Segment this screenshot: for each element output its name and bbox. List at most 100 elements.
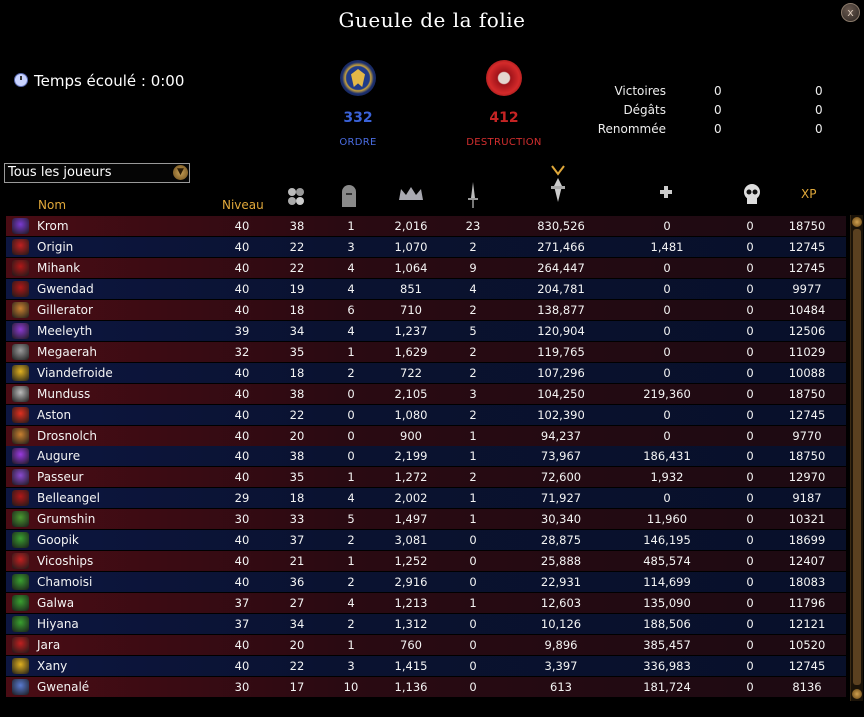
kills-cell: 35 bbox=[289, 344, 305, 359]
healing-cell: 0 bbox=[663, 281, 671, 296]
table-row[interactable]: Vicoships 40 21 1 1,252 0 25,888 485,574 0 12407 bbox=[6, 551, 846, 572]
healing-cell: 0 bbox=[663, 344, 671, 359]
level-cell: 29 bbox=[234, 491, 250, 506]
table-row[interactable]: Aston 40 22 0 1,080 2 102,390 0 0 12745 bbox=[6, 404, 846, 425]
healing-cell: 1,481 bbox=[650, 239, 684, 254]
close-button[interactable]: x bbox=[841, 3, 860, 22]
renown-cell: 1,213 bbox=[394, 596, 428, 611]
deaths-cell: 0 bbox=[347, 386, 355, 401]
table-row[interactable]: Munduss 40 38 0 2,105 3 104,250 219,360 0 18750 bbox=[6, 383, 846, 404]
player-filter-dropdown[interactable]: Tous les joueurs ▼ bbox=[4, 163, 190, 183]
skull-cell: 0 bbox=[746, 470, 754, 485]
skull-cell: 0 bbox=[746, 260, 754, 275]
xp-cell: 9977 bbox=[792, 281, 822, 296]
scrollbar[interactable] bbox=[850, 215, 863, 701]
damage-icon[interactable] bbox=[549, 164, 567, 210]
table-row[interactable]: Goopik 40 37 2 3,081 0 28,875 146,195 0 18699 bbox=[6, 530, 846, 551]
table-row[interactable]: Gwendad 40 19 4 851 4 204,781 0 0 9977 bbox=[6, 278, 846, 299]
table-row[interactable]: Chamoisi 40 36 2 2,916 0 22,931 114,699 0 18083 bbox=[6, 572, 846, 593]
table-row[interactable]: Drosnolch 40 20 0 900 1 94,237 0 0 9770 bbox=[6, 425, 846, 446]
dagger-icon[interactable] bbox=[467, 182, 479, 214]
damage-cell: 28,875 bbox=[540, 533, 582, 548]
renown-cell: 2,199 bbox=[394, 449, 428, 464]
table-row[interactable]: Belleangel 29 18 4 2,002 1 71,927 0 0 9187 bbox=[6, 488, 846, 509]
column-xp[interactable]: XP bbox=[801, 187, 817, 201]
level-cell: 40 bbox=[234, 239, 250, 254]
healing-icon[interactable] bbox=[660, 183, 672, 202]
table-row[interactable]: Galwa 37 27 4 1,213 1 12,603 135,090 0 11796 bbox=[6, 593, 846, 614]
skull-cell: 0 bbox=[746, 575, 754, 590]
table-row[interactable]: Jara 40 20 1 760 0 9,896 385,457 0 10520 bbox=[6, 635, 846, 655]
renown-cell: 1,312 bbox=[394, 617, 428, 632]
level-cell: 39 bbox=[234, 323, 250, 338]
table-row[interactable]: Gillerator 40 18 6 710 2 138,877 0 0 10484 bbox=[6, 299, 846, 320]
kills-cell: 38 bbox=[289, 449, 305, 464]
column-name[interactable]: Nom bbox=[38, 198, 67, 212]
level-cell: 30 bbox=[234, 679, 250, 694]
level-cell: 40 bbox=[234, 658, 250, 673]
order-label: ORDRE bbox=[339, 137, 377, 148]
renown-cell: 1,237 bbox=[394, 323, 428, 338]
renown-cell: 1,136 bbox=[394, 679, 428, 694]
scroll-up-icon[interactable] bbox=[852, 217, 862, 227]
stats-label: Victoires bbox=[614, 84, 666, 98]
stats-order-value: 0 bbox=[714, 103, 722, 117]
skull-cell: 0 bbox=[746, 386, 754, 401]
damage-cell: 12,603 bbox=[540, 596, 582, 611]
healing-cell: 219,360 bbox=[643, 386, 691, 401]
deaths-cell: 10 bbox=[343, 679, 359, 694]
damage-cell: 94,237 bbox=[540, 428, 582, 443]
deaths-cell: 4 bbox=[347, 281, 355, 296]
healing-cell: 181,724 bbox=[643, 679, 691, 694]
table-row[interactable]: Mihank 40 22 4 1,064 9 264,447 0 0 12745 bbox=[6, 257, 846, 278]
skull-cell: 0 bbox=[746, 281, 754, 296]
career-icon bbox=[12, 532, 29, 549]
healing-cell: 114,699 bbox=[643, 575, 691, 590]
deaths-cell: 0 bbox=[347, 449, 355, 464]
dagger-cell: 1 bbox=[469, 428, 477, 443]
table-row[interactable]: Hiyana 37 34 2 1,312 0 10,126 188,506 0 12121 bbox=[6, 614, 846, 635]
chevron-down-icon[interactable]: ▼ bbox=[173, 165, 188, 180]
table-row[interactable]: Xany 40 22 3 1,415 0 3,397 336,983 0 12745 bbox=[6, 655, 846, 676]
table-row[interactable]: Viandefroide 40 18 2 722 2 107,296 0 0 10088 bbox=[6, 362, 846, 383]
healing-cell: 1,932 bbox=[650, 470, 684, 485]
table-row[interactable]: Augure 40 38 0 2,199 1 73,967 186,431 0 18750 bbox=[6, 446, 846, 467]
renown-crown-icon[interactable] bbox=[398, 186, 424, 206]
damage-cell: 30,340 bbox=[540, 512, 582, 527]
kills-cell: 33 bbox=[289, 512, 305, 527]
realm-stats: Victoires 0 0 Dégâts 0 0 Renommée 0 0 bbox=[590, 84, 840, 141]
kills-cell: 18 bbox=[289, 365, 305, 380]
damage-cell: 104,250 bbox=[537, 386, 585, 401]
skull-cell: 0 bbox=[746, 449, 754, 464]
player-name: Meeleyth bbox=[37, 323, 93, 338]
dagger-cell: 2 bbox=[469, 365, 477, 380]
deaths-cell: 4 bbox=[347, 491, 355, 506]
column-level[interactable]: Niveau bbox=[222, 198, 264, 212]
deaths-cell: 1 bbox=[347, 470, 355, 485]
kills-cell: 20 bbox=[289, 428, 305, 443]
xp-cell: 12506 bbox=[788, 323, 826, 338]
skull-icon[interactable] bbox=[743, 184, 761, 210]
deaths-cell: 3 bbox=[347, 239, 355, 254]
table-row[interactable]: Megaerah 32 35 1 1,629 2 119,765 0 0 11029 bbox=[6, 341, 846, 362]
table-row[interactable]: Meeleyth 39 34 4 1,237 5 120,904 0 0 12506 bbox=[6, 320, 846, 341]
kills-cell: 34 bbox=[289, 617, 305, 632]
career-icon bbox=[12, 469, 29, 486]
player-name: Augure bbox=[37, 449, 81, 464]
table-row[interactable]: Grumshin 30 33 5 1,497 1 30,340 11,960 0 10321 bbox=[6, 509, 846, 530]
kills-cell: 18 bbox=[289, 302, 305, 317]
table-row[interactable]: Krom 40 38 1 2,016 23 830,526 0 0 18750 bbox=[6, 216, 846, 236]
table-row[interactable]: Gwenalé 30 17 10 1,136 0 613 181,724 0 8136 bbox=[6, 676, 846, 697]
scroll-down-icon[interactable] bbox=[852, 689, 862, 699]
damage-cell: 138,877 bbox=[537, 302, 585, 317]
player-name: Mihank bbox=[37, 260, 81, 275]
deaths-icon[interactable] bbox=[340, 184, 358, 212]
player-name: Goopik bbox=[37, 533, 79, 548]
scroll-thumb[interactable] bbox=[853, 229, 861, 685]
table-row[interactable]: Passeur 40 35 1 1,272 2 72,600 1,932 0 12970 bbox=[6, 467, 846, 488]
kills-icon[interactable] bbox=[286, 186, 306, 212]
level-cell: 40 bbox=[234, 533, 250, 548]
table-row[interactable]: Origin 40 22 3 1,070 2 271,466 1,481 0 12745 bbox=[6, 236, 846, 257]
player-name: Hiyana bbox=[37, 617, 79, 632]
level-cell: 40 bbox=[234, 638, 250, 652]
